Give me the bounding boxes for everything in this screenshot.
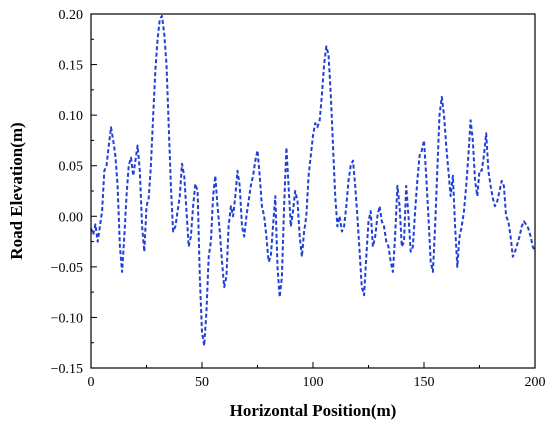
x-axis-tick-labels: 0 50 100 150 200: [88, 375, 546, 390]
y-tick-label: −0.10: [51, 311, 83, 326]
plot-frame: [90, 13, 536, 369]
y-tick-label: 0.00: [59, 210, 84, 225]
x-tick-label: 50: [195, 375, 209, 390]
x-tick-label: 150: [414, 375, 435, 390]
y-tick-label: −0.15: [51, 362, 83, 377]
y-axis-title: Road Elevation(m): [7, 122, 26, 259]
x-axis-title: Horizontal Position(m): [230, 401, 397, 420]
y-tick-label: 0.10: [59, 109, 84, 124]
x-axis-ticks: [90, 362, 536, 368]
x-tick-label: 100: [303, 375, 324, 390]
series-layer: [90, 15, 536, 347]
y-axis-ticks: [91, 13, 97, 369]
y-tick-label: −0.05: [51, 261, 83, 276]
y-tick-label: 0.20: [59, 8, 84, 23]
x-tick-label: 0: [88, 375, 95, 390]
y-tick-label: 0.05: [59, 160, 84, 175]
y-axis-tick-labels: −0.15 −0.10 −0.05 0.00 0.05 0.10 0.15 0.20: [51, 8, 83, 377]
series-line: [90, 15, 536, 347]
x-tick-label: 200: [525, 375, 546, 390]
y-tick-label: 0.15: [59, 59, 84, 74]
